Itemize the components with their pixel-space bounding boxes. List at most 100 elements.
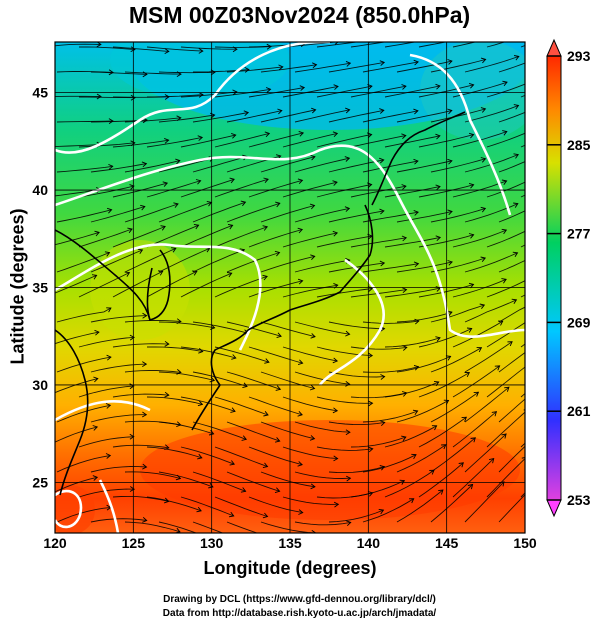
lat-tick-label: 25 <box>32 474 48 490</box>
streamline <box>486 280 525 298</box>
streamline <box>124 320 181 323</box>
streamline <box>146 396 203 405</box>
streamline <box>350 85 406 98</box>
streamline <box>350 42 388 48</box>
streamline <box>464 203 518 223</box>
streamline <box>214 346 270 363</box>
streamline <box>78 228 133 248</box>
streamline <box>158 371 215 381</box>
streamline <box>112 139 169 148</box>
streamline <box>396 355 451 373</box>
streamline <box>486 457 525 498</box>
colorbar-min-triangle <box>546 499 562 518</box>
streamline <box>452 411 497 448</box>
streamline <box>248 132 304 148</box>
streamline <box>112 46 169 52</box>
lat-lon-grid <box>55 42 525 533</box>
hot-region <box>140 420 520 520</box>
streamline <box>328 421 385 426</box>
streamline <box>294 157 350 173</box>
streamline <box>294 62 351 73</box>
streamline <box>520 294 525 298</box>
streamline <box>146 496 202 512</box>
streamline <box>282 181 338 198</box>
streamline <box>282 232 338 248</box>
streamline <box>520 94 525 98</box>
streamline <box>146 46 203 52</box>
streamline <box>55 476 98 493</box>
streamline <box>248 229 303 248</box>
streamline <box>180 346 236 359</box>
streamline <box>260 156 316 173</box>
streamline <box>486 366 525 398</box>
streamline <box>384 186 441 198</box>
lon-tick-label: 125 <box>122 535 146 551</box>
streamline <box>282 496 339 505</box>
contour-line <box>98 479 120 533</box>
lat-tick-label: 30 <box>32 377 48 393</box>
streamline <box>180 224 233 248</box>
streamline <box>158 71 216 74</box>
streamline <box>384 425 437 448</box>
contour-line <box>55 489 83 529</box>
streamline <box>362 211 419 223</box>
streamline <box>316 235 372 248</box>
streamline <box>260 471 315 488</box>
streamline <box>146 270 197 298</box>
colorbar-tick-label: 277 <box>567 226 591 242</box>
streamline <box>418 42 448 48</box>
streamline <box>384 236 441 248</box>
plot-frame <box>54 41 526 534</box>
streamline <box>384 85 440 98</box>
streamline <box>362 320 419 324</box>
streamline <box>282 346 338 362</box>
streamline <box>226 321 282 337</box>
streamline <box>56 307 112 323</box>
streamline <box>464 104 519 123</box>
streamline <box>56 404 111 423</box>
streamline <box>112 393 169 398</box>
streamline <box>294 371 350 385</box>
streamline <box>430 257 486 273</box>
coastline <box>55 329 89 496</box>
streamline <box>452 458 495 498</box>
streamline <box>146 224 199 248</box>
streamline <box>520 144 525 148</box>
contour-line <box>318 258 385 386</box>
contour-line <box>55 400 151 422</box>
streamline <box>384 135 440 148</box>
coastlines <box>55 111 466 496</box>
colorbar-max-triangle <box>546 38 562 57</box>
streamline <box>112 343 169 348</box>
streamline <box>328 210 384 223</box>
streamline <box>464 481 505 523</box>
streamline <box>158 521 198 533</box>
streamline <box>316 85 372 98</box>
streamline <box>146 180 201 198</box>
coastline <box>146 249 171 321</box>
streamline <box>452 320 503 348</box>
streamline <box>124 370 181 373</box>
streamline <box>248 280 303 298</box>
streamline <box>55 331 99 345</box>
colorbar-tick-label: 261 <box>567 403 591 419</box>
coastline <box>210 329 249 386</box>
colorbar-tick-label: 293 <box>567 48 591 64</box>
streamline <box>124 203 179 223</box>
streamline <box>55 426 98 443</box>
streamline <box>90 206 145 223</box>
streamline <box>180 178 235 198</box>
streamline <box>316 396 373 404</box>
streamline <box>55 378 98 394</box>
streamline <box>328 321 385 330</box>
streamline <box>464 299 517 323</box>
streamline <box>124 71 182 75</box>
streamline <box>464 433 507 473</box>
streamline <box>55 43 101 47</box>
streamline <box>56 120 114 123</box>
lat-tick-label: 35 <box>32 280 48 296</box>
chart-title: MSM 00Z03Nov2024 (850.0hPa) <box>128 2 471 28</box>
streamline <box>362 366 419 373</box>
streamline <box>396 444 447 473</box>
streamline <box>464 386 510 423</box>
